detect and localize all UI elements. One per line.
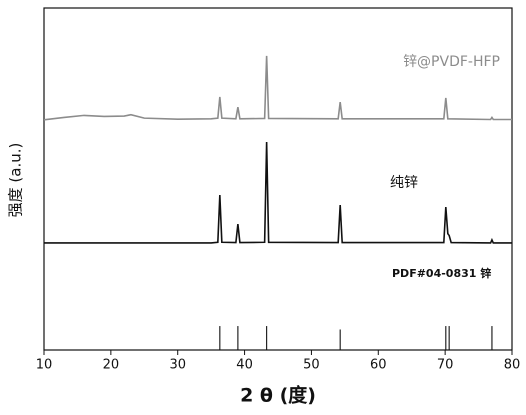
x-tick-label: 30	[169, 358, 186, 373]
x-axis-label: 2 θ (度)	[240, 384, 316, 407]
x-tick-label: 60	[370, 358, 387, 373]
y-axis-label: 强度 (a.u.)	[7, 143, 25, 218]
x-tick-label: 50	[303, 358, 320, 373]
pattern-line	[43, 55, 512, 121]
x-tick-label: 70	[437, 358, 454, 373]
pattern-line	[44, 142, 512, 244]
plot-frame	[43, 7, 513, 351]
x-tick-label: 80	[504, 358, 521, 373]
series-label: 锌@PVDF-HFP	[403, 54, 500, 70]
x-tick-label: 20	[103, 358, 120, 373]
x-tick-label: 40	[236, 358, 253, 373]
x-tick-label: 10	[36, 358, 53, 373]
series-label: 纯锌	[390, 175, 418, 191]
series-label: PDF#04-0831 锌	[392, 266, 491, 280]
